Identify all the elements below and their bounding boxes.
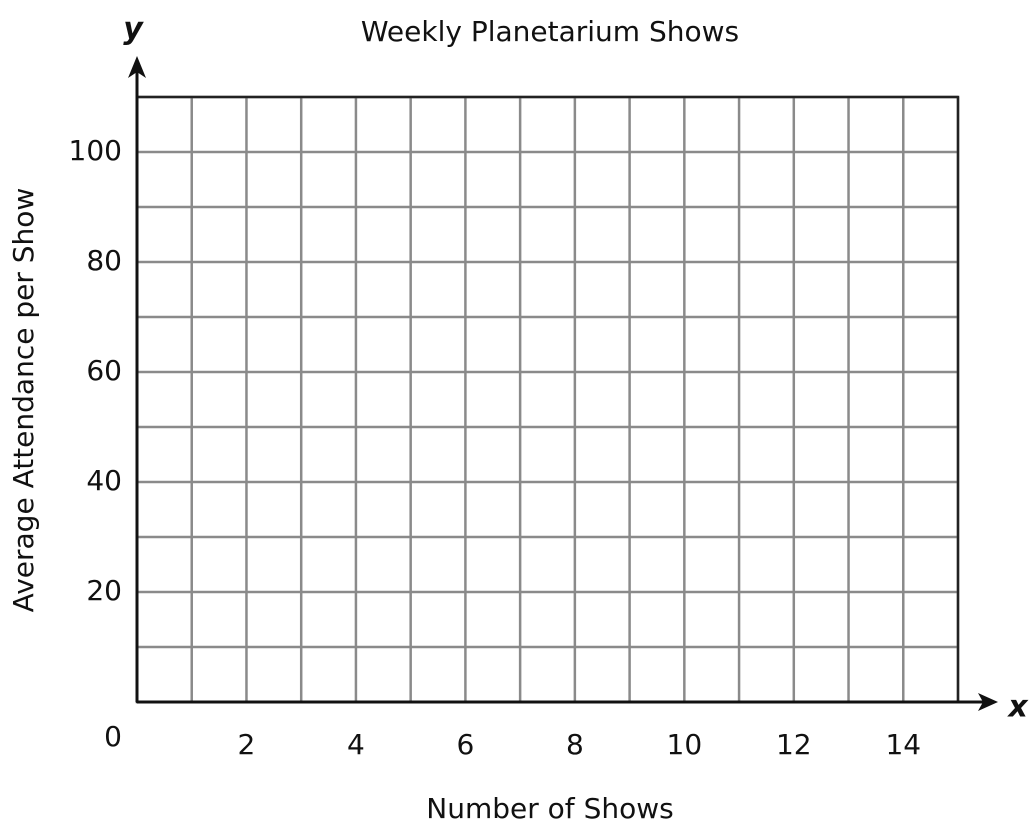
grid — [135, 95, 960, 704]
origin-label: 0 — [104, 720, 122, 753]
x-tick-label: 8 — [566, 728, 584, 761]
y-axis-title: Average Attendance per Show — [7, 188, 40, 613]
x-tick-label: 10 — [667, 728, 703, 761]
y-tick-label: 20 — [86, 574, 122, 607]
x-tick-label: 2 — [238, 728, 256, 761]
plot-border — [135, 95, 960, 704]
x-axis-letter: x — [1006, 690, 1029, 725]
y-arrow — [128, 56, 146, 78]
x-tick-label: 4 — [347, 728, 365, 761]
x-arrow — [978, 693, 998, 711]
y-tick-label: 60 — [86, 354, 122, 387]
x-tick-label: 14 — [885, 728, 921, 761]
y-tick-label: 40 — [86, 464, 122, 497]
y-tick-label: 100 — [69, 134, 122, 167]
y-tick-label: 80 — [86, 244, 122, 277]
y-axis-letter: y — [123, 12, 144, 47]
chart-title: Weekly Planetarium Shows — [361, 15, 739, 48]
x-axis-title: Number of Shows — [426, 792, 673, 825]
x-tick-label: 6 — [456, 728, 474, 761]
x-tick-label: 12 — [776, 728, 812, 761]
